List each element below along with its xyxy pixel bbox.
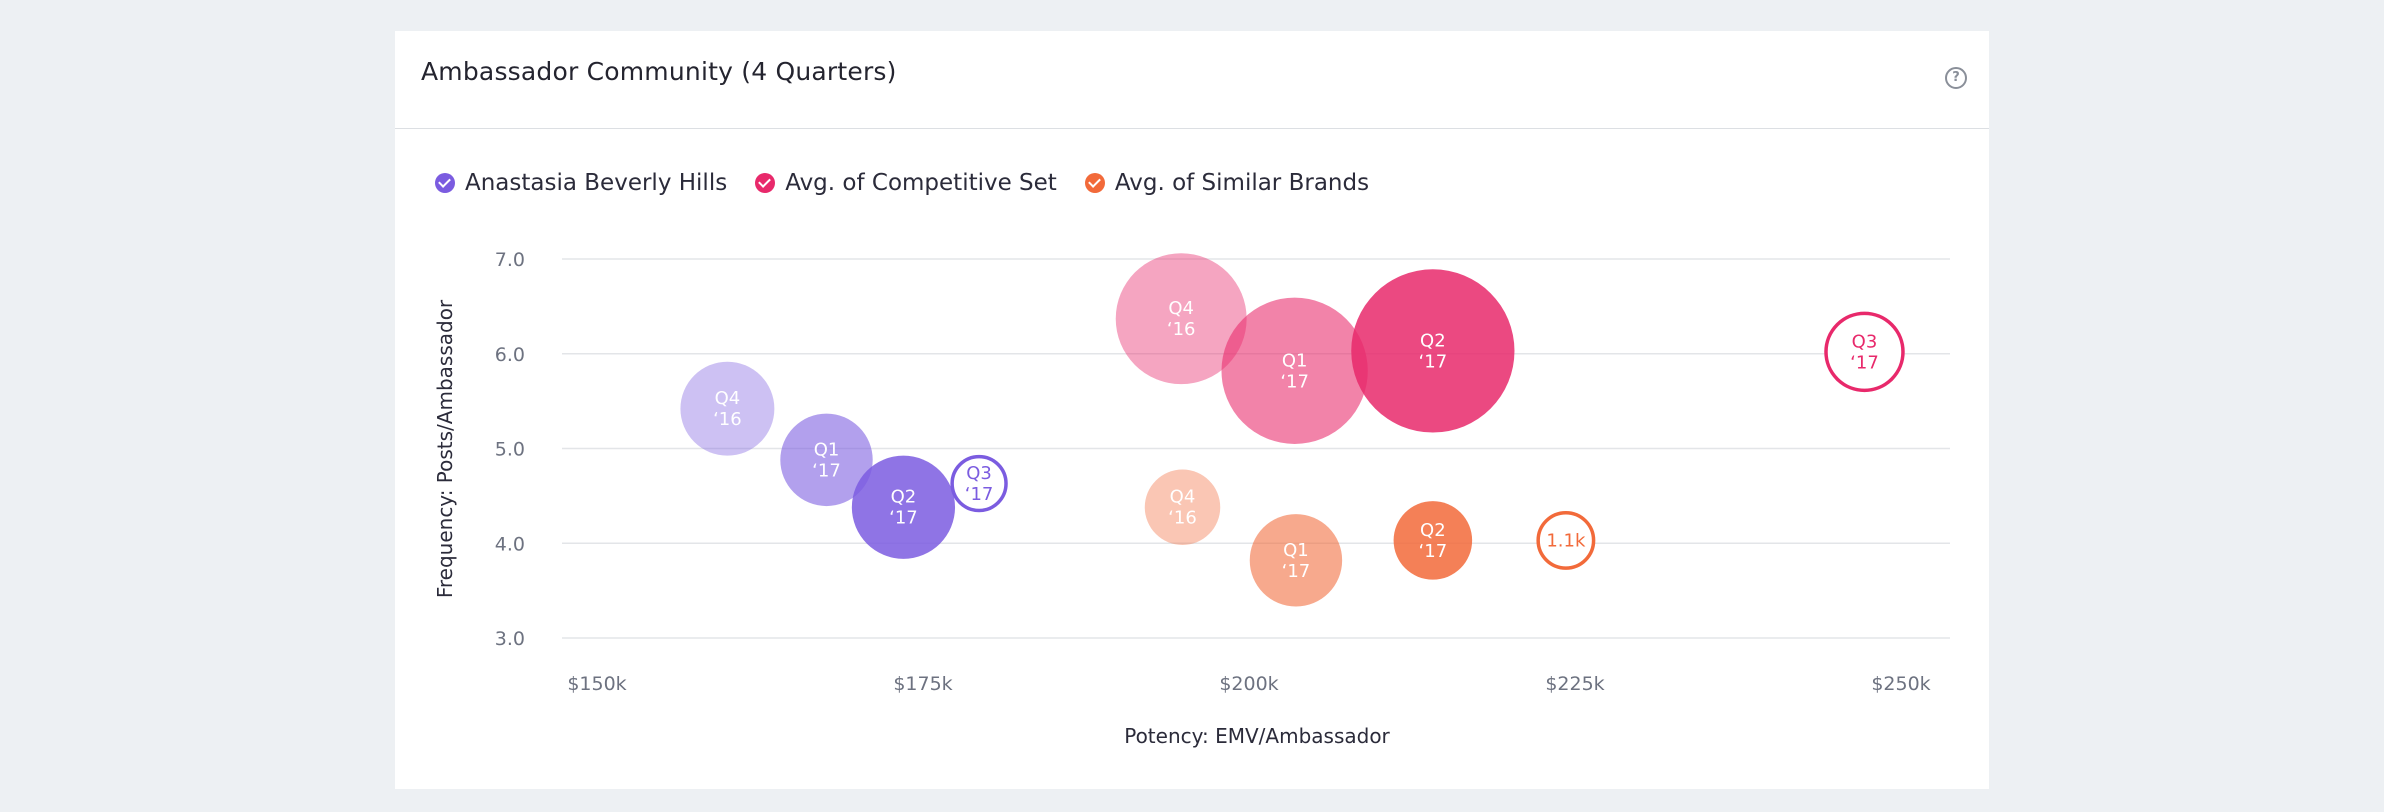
bubble-circle bbox=[780, 413, 873, 507]
bubble[interactable]: Q1‘17 bbox=[780, 413, 873, 507]
y-tick-label: 4.0 bbox=[495, 533, 525, 555]
bubble-label: ‘16 bbox=[1168, 508, 1197, 529]
legend-item-competitive-set[interactable]: Avg. of Competitive Set bbox=[755, 170, 1057, 196]
check-circle-icon bbox=[755, 173, 776, 193]
bubble-label: Q1 bbox=[1283, 540, 1309, 561]
legend-item-similar-brands[interactable]: Avg. of Similar Brands bbox=[1084, 170, 1370, 196]
bubble-circle bbox=[851, 455, 956, 559]
bubble[interactable]: Q4‘16 bbox=[1115, 253, 1247, 385]
bubble-label: ‘17 bbox=[812, 460, 841, 481]
bubble-circle bbox=[950, 454, 1008, 513]
x-tick-label: $250k bbox=[1871, 673, 1930, 695]
bubble-label: ‘17 bbox=[1850, 352, 1879, 373]
bubble-label: Q1 bbox=[814, 439, 840, 460]
bubble-label: Q2 bbox=[1420, 330, 1446, 351]
legend-item-brand[interactable]: Anastasia Beverly Hills bbox=[435, 170, 727, 196]
bubble-label: Q3 bbox=[1852, 331, 1878, 352]
card-header: Ambassador Community (4 Quarters) ? bbox=[395, 31, 1989, 129]
bubble[interactable]: Q4‘16 bbox=[680, 361, 775, 456]
bubble[interactable]: 1.1k bbox=[1536, 510, 1596, 570]
bubble-label: Q3 bbox=[966, 463, 992, 484]
y-tick-label: 6.0 bbox=[495, 344, 525, 366]
y-tick-label: 5.0 bbox=[495, 439, 525, 461]
bubble[interactable]: Q3‘17 bbox=[1824, 311, 1905, 393]
bubble[interactable]: Q1‘17 bbox=[1249, 514, 1343, 607]
x-tick-label: $200k bbox=[1219, 673, 1278, 695]
bubble[interactable]: Q1‘17 bbox=[1221, 297, 1368, 444]
x-tick-label: $225k bbox=[1545, 673, 1604, 695]
bubble-circle bbox=[1115, 253, 1247, 385]
bubble-label: ‘17 bbox=[1419, 351, 1448, 372]
x-tick-label: $175k bbox=[893, 673, 952, 695]
bubble-label: Q4 bbox=[1168, 298, 1194, 319]
bubble-circle bbox=[1351, 269, 1515, 433]
bubble-label: 1.1k bbox=[1546, 530, 1586, 551]
bubble-circle bbox=[1536, 510, 1596, 570]
x-tick-label: $150k bbox=[567, 673, 626, 695]
bubble-circle bbox=[1221, 297, 1368, 444]
bubble-circle bbox=[1824, 311, 1905, 393]
bubble-label: ‘17 bbox=[1280, 371, 1309, 392]
y-tick-label: 3.0 bbox=[495, 628, 525, 650]
x-axis-label: Potency: EMV/Ambassador bbox=[1124, 724, 1390, 748]
legend-label: Avg. of Similar Brands bbox=[1114, 170, 1370, 196]
bubble[interactable]: Q2‘17 bbox=[1351, 269, 1515, 433]
bubble-label: Q4 bbox=[1170, 487, 1196, 508]
bubble-label: Q2 bbox=[1420, 520, 1446, 541]
bubble-label: Q2 bbox=[891, 487, 917, 508]
chart-legend: Anastasia Beverly Hills Avg. of Competit… bbox=[435, 167, 1397, 199]
bubble[interactable]: Q2‘17 bbox=[851, 455, 956, 559]
check-circle-icon bbox=[435, 173, 455, 193]
bubble-circle bbox=[1393, 501, 1473, 580]
bubble[interactable]: Q2‘17 bbox=[1393, 501, 1473, 580]
bubble[interactable]: Q3‘17 bbox=[950, 454, 1008, 513]
chart-card: Ambassador Community (4 Quarters) ? Anas… bbox=[395, 31, 1989, 789]
bubble-label: ‘17 bbox=[889, 508, 918, 529]
bubble-circle bbox=[680, 361, 775, 456]
bubble-label: ‘16 bbox=[713, 409, 742, 430]
check-circle-icon bbox=[1084, 173, 1105, 193]
bubble-label: ‘17 bbox=[1419, 541, 1448, 562]
bubble-chart: 3.0 4.0 5.0 6.0 7.0 $150k $175k $200k $225k $250k… bbox=[433, 249, 1950, 748]
bubble-label: Q4 bbox=[715, 388, 741, 409]
bubble-label: ‘17 bbox=[1282, 561, 1311, 582]
bubble-label: ‘17 bbox=[965, 484, 994, 505]
y-tick-label: 7.0 bbox=[495, 249, 525, 271]
legend-label: Avg. of Competitive Set bbox=[785, 170, 1057, 196]
question-circle-icon[interactable]: ? bbox=[1945, 67, 1967, 89]
legend-label: Anastasia Beverly Hills bbox=[465, 170, 728, 196]
bubble-label: ‘16 bbox=[1167, 319, 1196, 340]
bubble[interactable]: Q4‘16 bbox=[1144, 469, 1221, 545]
bubble-label: Q1 bbox=[1282, 350, 1308, 371]
y-axis-label: Frequency: Posts/Ambassador bbox=[433, 299, 457, 598]
bubble-circle bbox=[1249, 514, 1343, 607]
card-title: Ambassador Community (4 Quarters) bbox=[421, 57, 897, 86]
bubble-circle bbox=[1144, 469, 1221, 545]
